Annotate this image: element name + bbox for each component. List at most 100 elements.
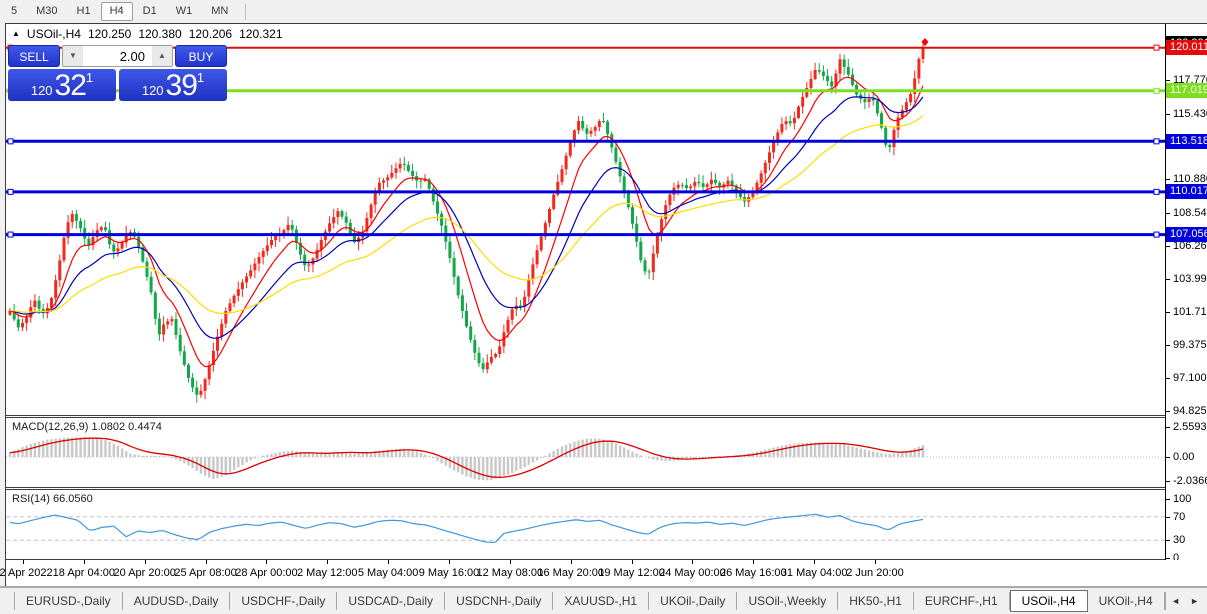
- date-tick: [144, 560, 146, 564]
- macd-label: -2.0366: [1173, 474, 1207, 487]
- panel-separator: [5, 487, 1207, 488]
- rsi-tick: [1166, 516, 1170, 518]
- date-tick: [266, 560, 268, 564]
- rsi-indicator[interactable]: [6, 490, 1165, 559]
- date-label: 9 May 16:00: [418, 567, 480, 579]
- macd-label: MACD(12,26,9) 1.0802 0.4474: [12, 421, 162, 433]
- toolbar-separator: [245, 3, 247, 20]
- rsi-label: RSI(14) 66.0560: [12, 493, 93, 505]
- tab-scroll-right-icon[interactable]: ►: [1190, 596, 1199, 606]
- price-label: 103.990: [1173, 272, 1207, 285]
- date-label: 12 Apr 2022: [0, 567, 53, 579]
- date-label: 20 Apr 20:00: [113, 567, 176, 579]
- chart-title: ▲ USOil-,H4 120.250 120.380 120.206 120.…: [12, 27, 283, 41]
- date-tick: [23, 560, 24, 564]
- hline-handle[interactable]: [1153, 231, 1160, 238]
- hline-handle[interactable]: [7, 188, 14, 195]
- ohlc-open: 120.250: [87, 27, 132, 41]
- tab-usdcad-daily[interactable]: USDCAD-,Daily: [337, 592, 446, 610]
- window-divider: [0, 586, 1207, 588]
- price-tick: [1166, 311, 1170, 313]
- sell-price-pip: 1: [85, 70, 94, 85]
- panel-separator: [5, 559, 1207, 560]
- tab-xauusd-h1[interactable]: XAUUSD-,H1: [553, 592, 650, 610]
- ohlc-low: 120.206: [188, 27, 233, 41]
- buy-price-pip: 1: [196, 70, 205, 85]
- hline-handle[interactable]: [7, 231, 14, 238]
- timeframe-button-d1[interactable]: D1: [142, 5, 157, 17]
- date-tick: [814, 560, 816, 564]
- tab-scroll-arrows: ◄ ►: [1165, 592, 1204, 610]
- timeframe-button-h4[interactable]: H4: [100, 2, 133, 21]
- date-label: 24 May 00:00: [659, 567, 726, 579]
- macd-tick: [1166, 457, 1170, 458]
- price-label: 106.265: [1173, 239, 1207, 252]
- one-click-trading-panel: SELL ▼ ▲ BUY 120 32 1 120 39 1: [8, 45, 227, 101]
- date-label: 18 Apr 04:00: [52, 567, 116, 579]
- macd-tick: [1166, 427, 1170, 428]
- volume-decrease-button[interactable]: ▼: [63, 46, 83, 66]
- price-tick: [1166, 378, 1170, 380]
- price-chart[interactable]: [6, 24, 1165, 415]
- price-badge: 110.017: [1166, 184, 1207, 200]
- sell-price-prefix: 120: [30, 83, 53, 98]
- timeframe-button-m30[interactable]: M30: [36, 5, 58, 17]
- price-badge: 117.019: [1166, 83, 1207, 99]
- hline-handle[interactable]: [1153, 87, 1160, 94]
- hline-handle[interactable]: [1153, 44, 1160, 51]
- buy-price-big: 39: [165, 69, 198, 102]
- timeframe-button-w1[interactable]: W1: [175, 5, 193, 17]
- date-label: 31 May 04:00: [780, 567, 848, 579]
- buy-price-display[interactable]: 120 39 1: [119, 69, 227, 101]
- sell-price-big: 32: [54, 69, 87, 102]
- date-tick: [327, 560, 329, 564]
- timeframe-button-5[interactable]: 5: [11, 5, 18, 17]
- macd-indicator[interactable]: [6, 418, 1165, 487]
- price-label: 108.540: [1173, 207, 1207, 220]
- hline-handle[interactable]: [1153, 188, 1160, 195]
- rsi-label: 0: [1173, 552, 1180, 564]
- sell-price-display[interactable]: 120 32 1: [8, 69, 116, 101]
- tab-ukoil-daily[interactable]: UKOil-,Daily: [649, 592, 738, 610]
- buy-button[interactable]: BUY: [175, 45, 227, 67]
- volume-input[interactable]: [83, 46, 152, 66]
- macd-label: 2.5593: [1173, 421, 1207, 433]
- collapse-arrow-icon[interactable]: ▲: [12, 28, 20, 38]
- tab-ukoil-h4[interactable]: UKOil-,H4: [1088, 592, 1165, 610]
- tab-usdchf-daily[interactable]: USDCHF-,Daily: [230, 592, 338, 610]
- tab-audusd-daily[interactable]: AUDUSD-,Daily: [123, 592, 231, 610]
- price-tick: [1166, 345, 1170, 347]
- date-tick: [83, 560, 85, 564]
- price-tick: [1166, 245, 1170, 247]
- macd-tick: [1166, 480, 1170, 482]
- timeframe-button-h1[interactable]: H1: [76, 5, 91, 17]
- tab-hk50-h1[interactable]: HK50-,H1: [838, 592, 914, 610]
- date-tick: [449, 560, 450, 564]
- sell-button[interactable]: SELL: [8, 45, 60, 67]
- price-tick: [1166, 411, 1170, 413]
- hline-handle[interactable]: [1153, 138, 1160, 145]
- date-tick: [205, 560, 207, 564]
- date-tick: [875, 560, 876, 564]
- tab-eurchf-h1[interactable]: EURCHF-,H1: [914, 592, 1010, 610]
- price-tick: [1166, 278, 1170, 280]
- tab-eurusd-daily[interactable]: EURUSD-,Daily: [14, 592, 123, 610]
- tab-scroll-left-icon[interactable]: ◄: [1171, 596, 1181, 606]
- date-label: 16 May 20:00: [537, 567, 605, 579]
- date-label: 2 May 12:00: [297, 567, 358, 579]
- volume-increase-button[interactable]: ▲: [152, 46, 172, 66]
- price-label: 99.375: [1173, 339, 1207, 352]
- tab-usoil-h4[interactable]: USOil-,H4: [1009, 590, 1088, 612]
- chart-tab-bar: EURUSD-,Daily AUDUSD-,Daily USDCHF-,Daily U…: [0, 588, 1207, 614]
- date-tick: [570, 560, 572, 564]
- tab-usoil-weekly[interactable]: USOil-,Weekly: [737, 592, 839, 610]
- price-axis: 117.770 115.430 110.880 108.540 106.265 103.9…: [1165, 24, 1207, 564]
- hline-handle[interactable]: [7, 138, 14, 145]
- timeframe-button-mn[interactable]: MN: [211, 5, 229, 17]
- price-label: 94.825: [1173, 405, 1207, 418]
- price-tick: [1166, 213, 1170, 215]
- ohlc-high: 120.380: [138, 27, 182, 41]
- tab-usdcnh-daily[interactable]: USDCNH-,Daily: [445, 592, 554, 610]
